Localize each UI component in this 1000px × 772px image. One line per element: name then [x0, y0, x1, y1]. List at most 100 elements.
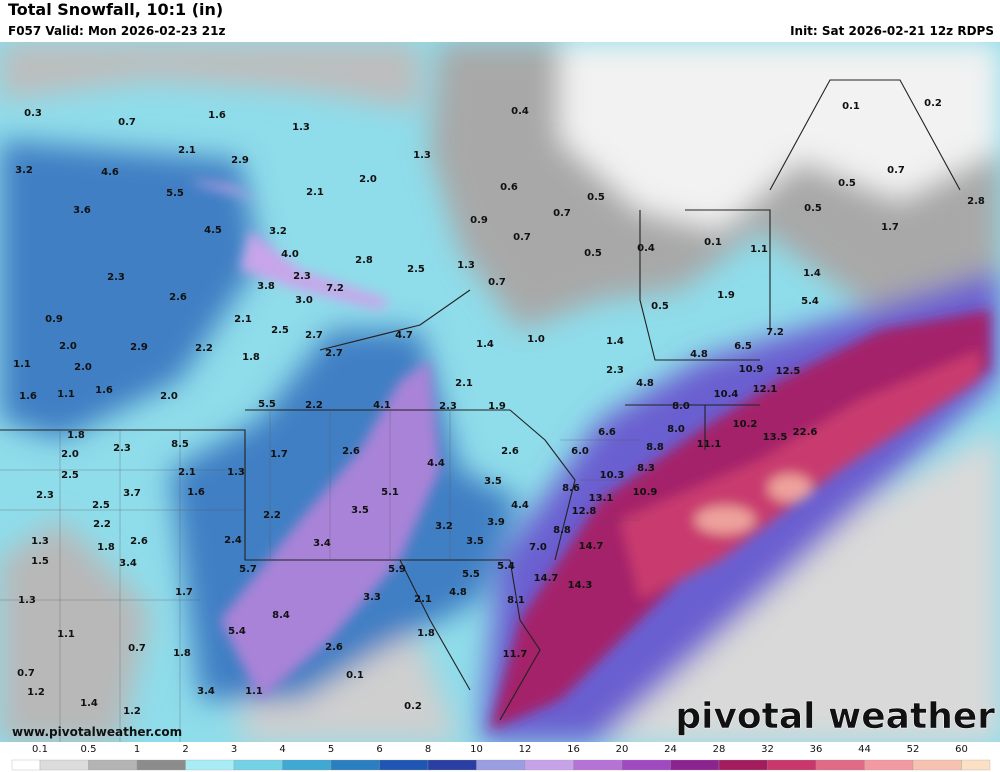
legend-tick-label: 0.5	[81, 744, 97, 755]
snow-amount-label: 0.5	[838, 178, 856, 189]
legend-swatch	[379, 759, 429, 771]
snow-amount-label: 6.6	[598, 427, 616, 438]
snow-amount-label: 1.8	[67, 430, 85, 441]
snow-amount-label: 2.2	[93, 519, 111, 530]
snow-amount-label: 2.5	[92, 500, 110, 511]
snow-amount-label: 4.7	[395, 330, 413, 341]
snow-amount-label: 1.7	[175, 587, 193, 598]
legend-tick-label: 24	[664, 744, 677, 755]
snow-amount-label: 8.0	[672, 401, 690, 412]
snow-amount-label: 2.1	[234, 314, 252, 325]
snow-amount-label: 1.3	[31, 536, 49, 547]
snow-amount-label: 10.4	[714, 389, 739, 400]
snow-amount-label: 4.8	[690, 349, 708, 360]
snow-amount-label: 0.1	[842, 101, 860, 112]
snow-amount-label: 1.4	[476, 339, 494, 350]
snow-amount-label: 1.1	[57, 629, 75, 640]
snow-amount-label: 4.8	[636, 378, 654, 389]
legend-tick-label: 1	[134, 744, 140, 755]
snow-amount-label: 4.6	[101, 167, 119, 178]
legend-swatch	[476, 759, 526, 771]
snow-amount-label: 8.4	[272, 610, 290, 621]
snow-amount-label: 1.7	[270, 449, 288, 460]
snow-amount-label: 12.1	[753, 384, 778, 395]
snow-amount-label: 0.7	[513, 232, 531, 243]
snow-amount-label: 2.8	[967, 196, 985, 207]
snow-amount-label: 2.1	[306, 187, 324, 198]
legend-tick-label: 20	[616, 744, 629, 755]
snow-amount-label: 2.7	[325, 348, 343, 359]
snow-amount-label: 0.5	[804, 203, 822, 214]
snow-amount-label: 8.8	[646, 442, 664, 453]
snow-amount-label: 0.7	[128, 643, 146, 654]
snow-amount-label: 1.6	[187, 487, 205, 498]
legend-swatch	[767, 759, 817, 771]
snow-field	[0, 42, 1000, 742]
snow-amount-label: 1.0	[527, 334, 545, 345]
legend-swatch	[524, 759, 574, 771]
legend-swatch	[427, 759, 477, 771]
snow-amount-label: 2.1	[178, 467, 196, 478]
snow-amount-label: 0.3	[24, 108, 42, 119]
snow-amount-label: 3.4	[313, 538, 331, 549]
snow-amount-label: 0.1	[704, 237, 722, 248]
snow-amount-label: 14.7	[579, 541, 604, 552]
legend-tick-label: 28	[713, 744, 726, 755]
legend-tick-label: 12	[519, 744, 532, 755]
snow-amount-label: 7.0	[529, 542, 547, 553]
snow-amount-label: 1.4	[606, 336, 624, 347]
legend-tick-label: 3	[231, 744, 237, 755]
snow-amount-label: 12.5	[776, 366, 801, 377]
snow-amount-label: 1.8	[417, 628, 435, 639]
snow-amount-label: 0.9	[45, 314, 63, 325]
snow-amount-label: 5.9	[388, 564, 406, 575]
legend-swatch	[330, 759, 380, 771]
legend-tick-label: 16	[567, 744, 580, 755]
legend-swatch	[912, 759, 962, 771]
snow-amount-label: 0.2	[404, 701, 422, 712]
map-title: Total Snowfall, 10:1 (in)	[8, 0, 223, 19]
snow-amount-label: 5.5	[166, 188, 184, 199]
snow-amount-label: 8.0	[667, 424, 685, 435]
legend-swatch	[670, 759, 720, 771]
snow-amount-label: 0.2	[924, 98, 942, 109]
snow-amount-label: 8.1	[507, 595, 525, 606]
legend-swatch	[88, 759, 138, 771]
snow-amount-label: 5.5	[258, 399, 276, 410]
snow-amount-label: 2.6	[325, 642, 343, 653]
snow-amount-label: 2.2	[305, 400, 323, 411]
snow-amount-label: 3.5	[466, 536, 484, 547]
snow-amount-label: 7.2	[766, 327, 784, 338]
snow-amount-label: 2.3	[606, 365, 624, 376]
snow-amount-label: 4.5	[204, 225, 222, 236]
snow-amount-label: 0.4	[637, 243, 655, 254]
snow-amount-label: 8.3	[637, 463, 655, 474]
snow-amount-label: 4.4	[511, 500, 529, 511]
snow-amount-label: 3.2	[435, 521, 453, 532]
snow-amount-label: 8.6	[562, 483, 580, 494]
snow-amount-label: 0.5	[651, 301, 669, 312]
legend-swatch	[815, 759, 865, 771]
snow-amount-label: 0.6	[500, 182, 518, 193]
snow-amount-label: 0.7	[553, 208, 571, 219]
snow-amount-label: 0.4	[511, 106, 529, 117]
snow-amount-label: 13.5	[763, 432, 788, 443]
snow-amount-label: 2.1	[178, 145, 196, 156]
snow-amount-label: 3.2	[269, 226, 287, 237]
snow-amount-label: 1.1	[245, 686, 263, 697]
snow-amount-label: 1.7	[881, 222, 899, 233]
snow-amount-label: 1.2	[27, 687, 45, 698]
snow-amount-label: 1.6	[208, 110, 226, 121]
snow-amount-label: 4.8	[449, 587, 467, 598]
legend-tick-label: 2	[182, 744, 188, 755]
snow-amount-label: 2.3	[113, 443, 131, 454]
snow-amount-label: 3.4	[197, 686, 215, 697]
snow-amount-label: 1.1	[750, 244, 768, 255]
snow-amount-label: 2.5	[61, 470, 79, 481]
snow-amount-label: 1.6	[95, 385, 113, 396]
legend-tick-label: 8	[425, 744, 431, 755]
snow-amount-label: 2.2	[263, 510, 281, 521]
snow-amount-label: 1.4	[803, 268, 821, 279]
snow-amount-label: 3.5	[484, 476, 502, 487]
